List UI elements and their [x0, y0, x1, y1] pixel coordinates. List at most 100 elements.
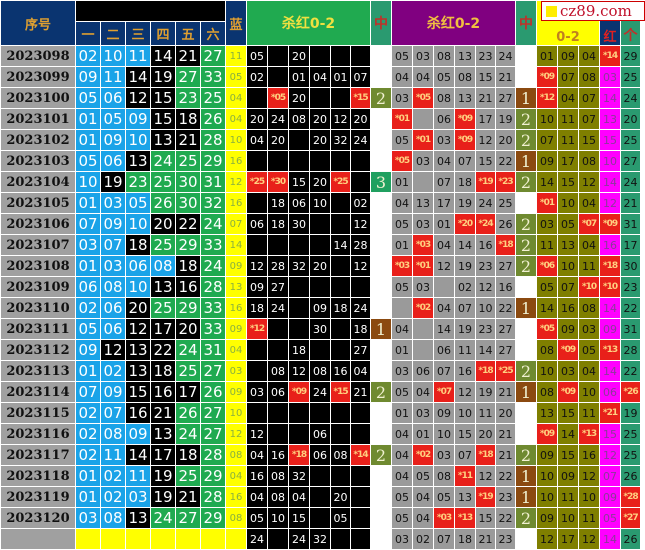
kill-red-set2-cell: 05 — [391, 486, 413, 508]
blue-ball: 16 — [225, 192, 247, 214]
kill-red-set1-cell — [330, 255, 351, 277]
red-ball: 13 — [125, 360, 151, 382]
kill-red-set1-cell: 28 — [350, 234, 371, 256]
kill-red-set3-cell: 03 — [536, 213, 558, 235]
blue-ball: 04 — [225, 465, 247, 487]
hit-count-2 — [515, 402, 537, 424]
kill-red-set2-cell: *07 — [433, 381, 455, 403]
issue-number: 2023120 — [0, 507, 76, 529]
issue-number: 2023119 — [0, 486, 76, 508]
kill-red-set2-cell: 10 — [475, 297, 496, 319]
forecast-issue — [0, 528, 76, 550]
ge-cell: 26 — [620, 465, 641, 487]
kill-red-set2-cell: *05 — [391, 150, 413, 172]
kill-red-set2-cell: 01 — [391, 339, 413, 361]
hit-count-2 — [515, 318, 537, 340]
kill-red-set1-cell — [309, 213, 331, 235]
kill-red-set2-cell: *01 — [391, 108, 413, 130]
red-ball: 31 — [200, 339, 226, 361]
kill-red-set2-cell: 13 — [454, 486, 476, 508]
kill-red-set3-cell: *09 — [557, 339, 579, 361]
kill-red-set2-cell: *19 — [475, 486, 496, 508]
kill-red-set3-cell: 11 — [557, 486, 579, 508]
kill-red-set1-cell: 24 — [267, 297, 289, 319]
ge-cell: 29 — [620, 45, 641, 67]
hit-count-1: 2 — [370, 87, 392, 109]
kill-red-set3-cell: *09 — [536, 66, 558, 88]
kill-red-set2-cell: 12 — [433, 255, 455, 277]
kill-red-set1-cell: 20 — [309, 171, 331, 193]
red-ball: 01 — [75, 255, 101, 277]
kill-red-set2-cell: 23 — [475, 45, 496, 67]
kill-red-set2-cell: 04 — [433, 150, 455, 172]
kill-red-set3-cell: 13 — [536, 402, 558, 424]
red-ball: 33 — [200, 297, 226, 319]
kill-red-set1-cell: 06 — [309, 444, 331, 466]
kill-red-set2-cell: 04 — [391, 192, 413, 214]
kill-red-set2-cell: *19 — [475, 171, 496, 193]
kill-red-set3-cell: 09 — [557, 318, 579, 340]
kill-red-set2-cell — [412, 108, 434, 130]
kill-red-set1-cell: *15 — [330, 381, 351, 403]
red-ball: 01 — [75, 465, 101, 487]
red-ball: 26 — [175, 402, 201, 424]
hit-count-1 — [370, 402, 392, 424]
kill-red-set2-cell: 14 — [433, 318, 455, 340]
red-ball: 25 — [175, 465, 201, 487]
hit-count-2 — [515, 423, 537, 445]
issue-number: 2023105 — [0, 192, 76, 214]
red-ball: 14 — [125, 66, 151, 88]
kill-red-cell: 10 — [599, 150, 621, 172]
kill-red-set1-cell — [246, 339, 268, 361]
kill-red-set1-cell: 18 — [267, 213, 289, 235]
kill-red-set3-cell: *12 — [536, 87, 558, 109]
kill-red-set1-cell: 32 — [288, 255, 310, 277]
kill-red-set3-cell: 04 — [557, 87, 579, 109]
kill-red-set1-cell: 02 — [350, 192, 371, 214]
kill-red-set2-cell — [412, 318, 434, 340]
blue-ball: 10 — [225, 402, 247, 424]
table-row: 2023105 01 03 05 26 30 32 16 18 06 10 02 04 13 17 19 24 2… — [0, 192, 641, 214]
blue-ball: 16 — [225, 297, 247, 319]
issue-number: 2023112 — [0, 339, 76, 361]
kill-red-set3-cell: *06 — [536, 255, 558, 277]
kill-red-set1-cell — [309, 486, 331, 508]
red-ball: 01 — [75, 129, 101, 151]
table-row: 2023113 01 02 13 18 25 27 03 08 12 08 16 04 03 06 07 16 *… — [0, 360, 641, 382]
hit-count-2 — [515, 45, 537, 67]
kill-red-set2-cell: 04 — [391, 465, 413, 487]
kill-red-set3-cell: 10 — [578, 486, 600, 508]
kill-red-set2-cell: 18 — [454, 171, 476, 193]
kill-red-set2-cell: 27 — [495, 255, 516, 277]
kill-red-set1-cell: 08 — [267, 486, 289, 508]
kill-red-cell: 05 — [599, 507, 621, 529]
blue-ball: 09 — [225, 318, 247, 340]
red-ball: 19 — [150, 486, 176, 508]
blue-ball: 03 — [225, 360, 247, 382]
kill-red-set1-cell — [330, 276, 351, 298]
kill-red-set1-cell — [288, 150, 310, 172]
kill-red-set2-cell: 16 — [454, 360, 476, 382]
kill-red-set2-cell: *05 — [412, 87, 434, 109]
kill-red-set2-cell: 01 — [391, 171, 413, 193]
kill-red-set2-cell: 13 — [454, 87, 476, 109]
kill-red-cell: *18 — [599, 255, 621, 277]
kill-red-set1-cell — [330, 318, 351, 340]
red-ball: 15 — [150, 108, 176, 130]
kill-red-set3-cell: 11 — [578, 507, 600, 529]
hit-count-2: 2 — [515, 507, 537, 529]
kill-red-set3-cell: 07 — [578, 87, 600, 109]
kill-red-set3-cell: 10 — [557, 507, 579, 529]
red-ball: 01 — [75, 486, 101, 508]
kill-red-set2-cell: *11 — [454, 465, 476, 487]
kill-red-set2-cell: 13 — [454, 45, 476, 67]
ge-cell: *26 — [620, 381, 641, 403]
kill-red-set3-cell: 12 — [578, 171, 600, 193]
kill-red-set2-cell: 22 — [495, 150, 516, 172]
kill-red-set3-cell: 04 — [578, 360, 600, 382]
kill-red-set2-cell: 12 — [475, 465, 496, 487]
kill-red-set1-cell — [267, 423, 289, 445]
blue-ball: 16 — [225, 486, 247, 508]
kill-red-set1-cell — [330, 465, 351, 487]
header-sec1: 杀红0-2 — [246, 0, 371, 46]
